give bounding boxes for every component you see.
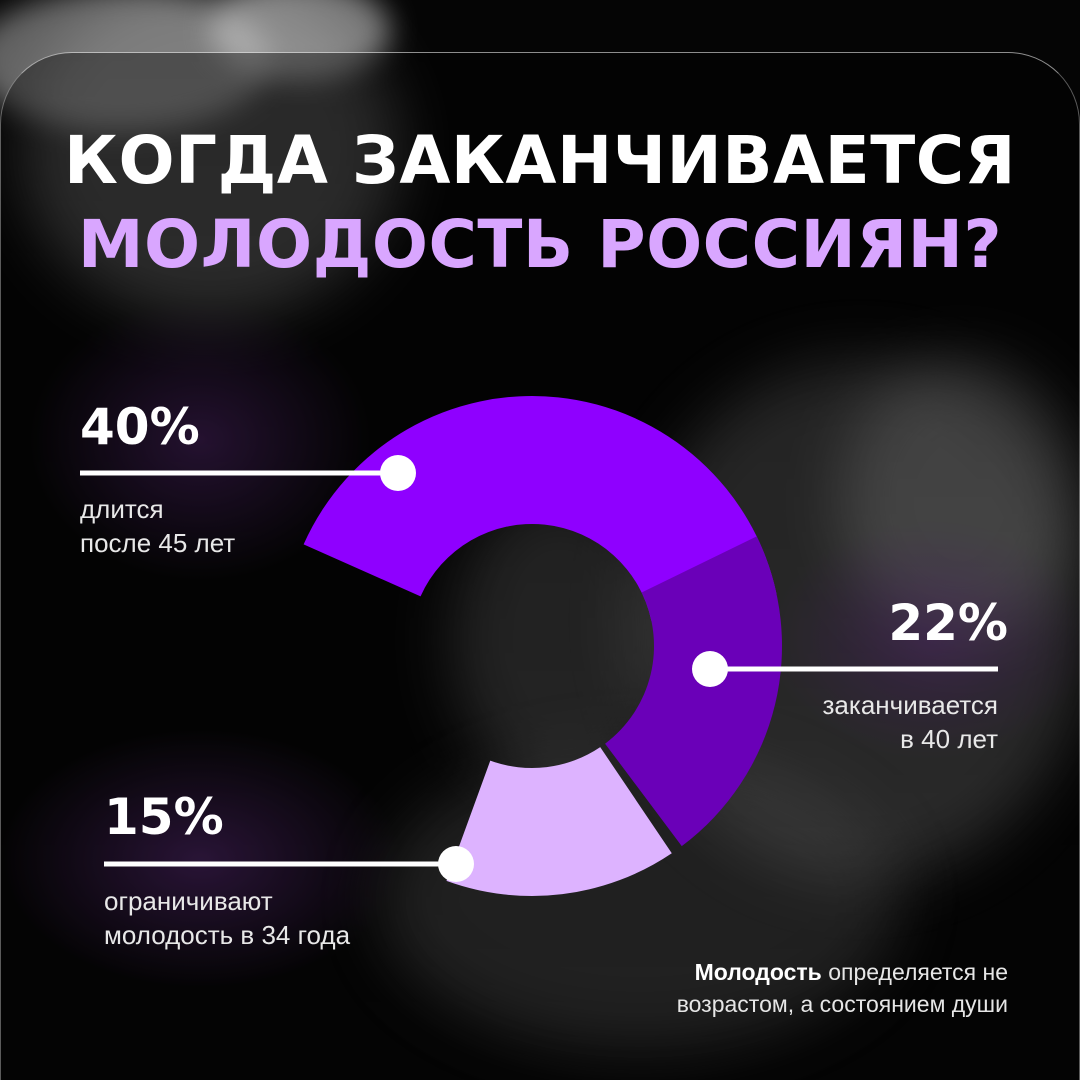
donut-slice-40	[303, 396, 777, 621]
slice-desc-40-line-2: после 45 лет	[80, 528, 236, 558]
leader-dot-40	[380, 455, 416, 491]
leader-dot-22	[692, 651, 728, 687]
donut-slice-15	[446, 747, 672, 896]
leader-dot-15	[438, 846, 474, 882]
footnote-line-2: возрастом, а состоянием души	[676, 991, 1008, 1017]
slice-label-22: 22%	[888, 594, 1008, 652]
slice-desc-22-line-1: заканчивается	[822, 690, 999, 720]
footnote: Молодость определяется не возрастом, а с…	[548, 956, 1008, 1020]
title-line-1: КОГДА ЗАКАНЧИВАЕТСЯ	[64, 122, 1016, 199]
slice-desc-15: ограничивают молодость в 34 года	[104, 884, 350, 952]
donut-slice-22	[605, 536, 782, 847]
footnote-line-1: Молодость определяется не	[548, 956, 1008, 988]
slice-desc-40: длится после 45 лет	[80, 492, 235, 560]
footnote-bold: Молодость	[694, 959, 822, 985]
title-line-2: МОЛОДОСТЬ РОССИЯН?	[77, 206, 1003, 283]
slice-desc-40-line-1: длится	[80, 494, 164, 524]
footnote-line-1-rest: определяется не	[821, 959, 1008, 985]
slice-desc-15-line-2: молодость в 34 года	[104, 920, 351, 950]
slice-desc-22: заканчивается в 40 лет	[823, 688, 999, 756]
slice-desc-15-line-1: ограничивают	[104, 886, 273, 916]
slice-desc-22-line-2: в 40 лет	[900, 724, 998, 754]
slice-label-40: 40%	[80, 398, 200, 456]
content-panel	[0, 52, 1080, 1080]
slice-label-15: 15%	[104, 788, 224, 846]
